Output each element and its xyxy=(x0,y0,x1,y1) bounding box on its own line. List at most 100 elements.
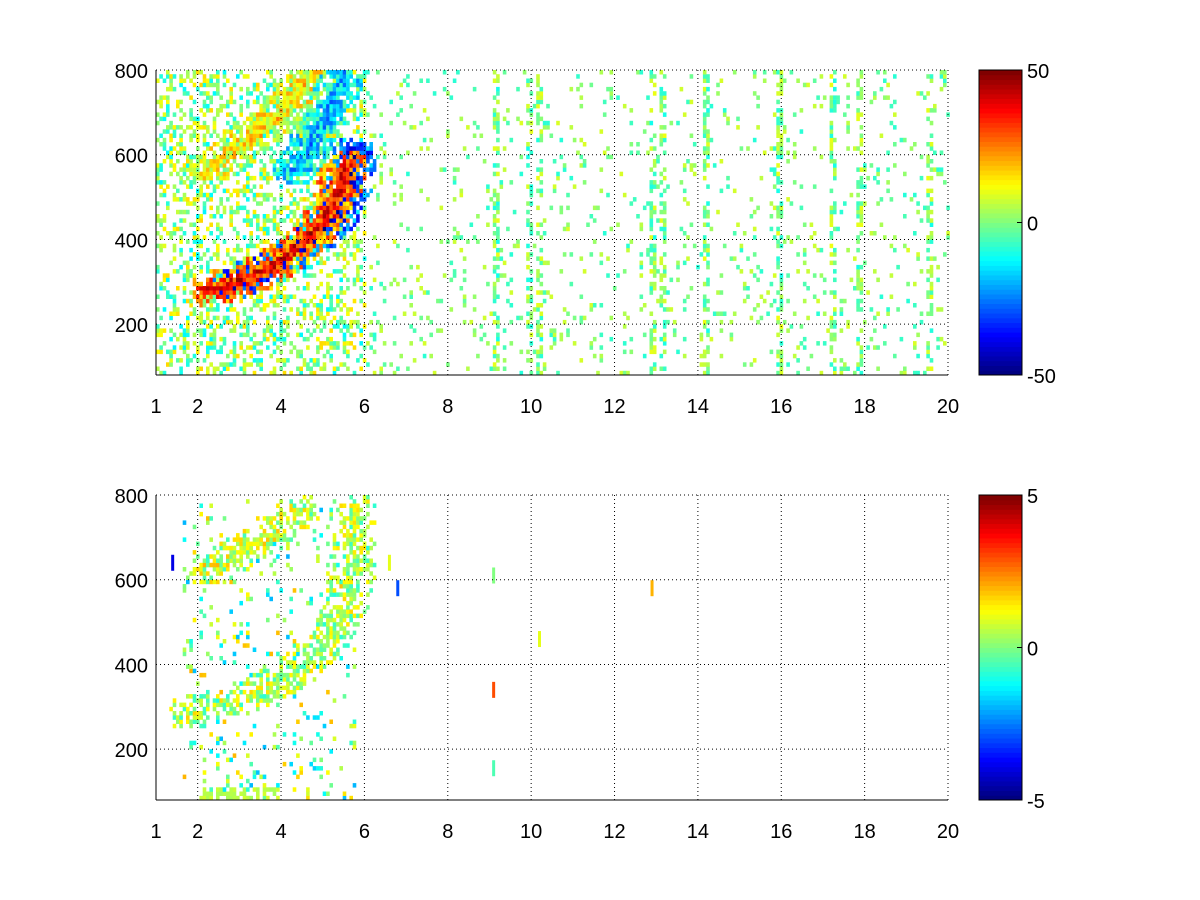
heatmap-cell xyxy=(299,214,303,219)
heatmap-cell xyxy=(536,324,540,329)
heatmap-cell xyxy=(216,315,220,321)
heatmap-cell xyxy=(329,231,333,236)
heatmap-cell xyxy=(256,770,260,775)
heatmap-cell xyxy=(649,235,654,240)
heatmap-cell xyxy=(676,120,680,126)
heatmap-cell xyxy=(496,294,500,299)
heatmap-cell xyxy=(316,558,320,563)
heatmap-cell xyxy=(622,341,627,346)
heatmap-cell xyxy=(286,664,290,669)
heatmap-cell xyxy=(279,499,283,504)
heatmap-cell xyxy=(576,74,580,79)
heatmap-cell xyxy=(336,167,340,172)
heatmap-cell xyxy=(649,184,654,189)
heatmap-cell xyxy=(209,336,213,342)
heatmap-cell xyxy=(179,235,183,240)
heatmap-cell xyxy=(342,503,347,508)
heatmap-cell xyxy=(262,247,267,253)
heatmap-cell xyxy=(822,95,827,100)
heatmap-cell xyxy=(256,120,260,126)
heatmap-cell xyxy=(186,163,190,168)
heatmap-cell xyxy=(209,175,213,181)
heatmap-cell xyxy=(682,197,687,202)
heatmap-cell xyxy=(496,112,500,117)
heatmap-cell xyxy=(296,112,300,117)
colorbar-step xyxy=(979,98,1022,104)
heatmap-cell xyxy=(222,269,227,274)
heatmap-cell xyxy=(266,541,270,547)
heatmap-cell xyxy=(339,163,343,168)
heatmap-cell xyxy=(929,133,934,138)
heatmap-cell xyxy=(599,303,604,308)
heatmap-cell xyxy=(392,277,397,283)
heatmap-cell xyxy=(202,120,207,126)
heatmap-cell xyxy=(729,336,734,342)
heatmap-cell xyxy=(246,622,250,627)
heatmap-cell xyxy=(346,588,350,593)
heatmap-cell xyxy=(372,349,377,355)
heatmap-cell xyxy=(276,103,280,109)
heatmap-cell xyxy=(943,70,947,75)
heatmap-cell xyxy=(306,226,310,232)
heatmap-cell xyxy=(929,146,934,151)
heatmap-cell xyxy=(319,281,323,287)
heatmap-cell xyxy=(232,345,237,350)
heatmap-cell xyxy=(199,243,203,249)
heatmap-cell xyxy=(299,70,303,75)
heatmap-cell xyxy=(299,324,303,329)
heatmap-cell xyxy=(492,345,497,350)
heatmap-cell xyxy=(239,133,243,138)
heatmap-cell xyxy=(296,82,300,88)
heatmap-cell xyxy=(262,120,267,126)
heatmap-cell xyxy=(219,689,223,695)
heatmap-cell xyxy=(199,298,203,304)
heatmap-cell xyxy=(249,672,253,678)
heatmap-cell xyxy=(359,239,363,244)
heatmap-cell xyxy=(686,294,690,299)
heatmap-cell xyxy=(833,171,837,177)
heatmap-cell xyxy=(782,319,787,325)
heatmap-cell xyxy=(309,74,313,79)
heatmap-cell xyxy=(319,133,323,138)
heatmap-cell xyxy=(329,129,333,134)
heatmap-cell xyxy=(833,366,837,371)
heatmap-cell xyxy=(259,260,263,266)
heatmap-cell xyxy=(943,74,947,79)
heatmap-cell xyxy=(436,298,440,304)
heatmap-cell xyxy=(192,222,197,227)
heatmap-cell xyxy=(316,545,320,551)
heatmap-cell xyxy=(226,298,230,304)
heatmap-cell xyxy=(316,86,320,92)
heatmap-cell xyxy=(272,99,277,105)
heatmap-cell xyxy=(282,264,287,270)
heatmap-cell xyxy=(662,137,667,143)
heatmap-cell xyxy=(366,362,370,367)
heatmap-cell xyxy=(779,82,784,88)
heatmap-cell xyxy=(182,651,187,657)
heatmap-cell xyxy=(399,222,403,227)
heatmap-cell xyxy=(356,613,360,619)
heatmap-cell xyxy=(302,495,307,500)
heatmap-cell xyxy=(532,349,537,355)
heatmap-cell xyxy=(309,596,313,602)
heatmap-cell xyxy=(312,120,317,126)
heatmap-cell xyxy=(529,269,534,274)
heatmap-cell xyxy=(356,184,360,189)
heatmap-cell xyxy=(239,205,243,211)
heatmap-cell xyxy=(652,171,657,177)
heatmap-cell xyxy=(859,175,864,181)
heatmap-cell xyxy=(752,358,757,363)
heatmap-cell xyxy=(196,554,200,559)
heatmap-cell xyxy=(352,108,357,113)
heatmap-cell xyxy=(592,353,597,359)
heatmap-cell xyxy=(279,209,283,215)
heatmap-cell xyxy=(339,222,343,227)
heatmap-cell xyxy=(732,231,737,236)
heatmap-cell xyxy=(236,150,240,155)
heatmap-cell xyxy=(222,146,227,151)
heatmap-cell xyxy=(779,298,784,304)
heatmap-cell xyxy=(339,201,343,206)
heatmap-cell xyxy=(209,656,213,661)
heatmap-cell xyxy=(526,264,530,270)
heatmap-cell xyxy=(156,264,160,270)
